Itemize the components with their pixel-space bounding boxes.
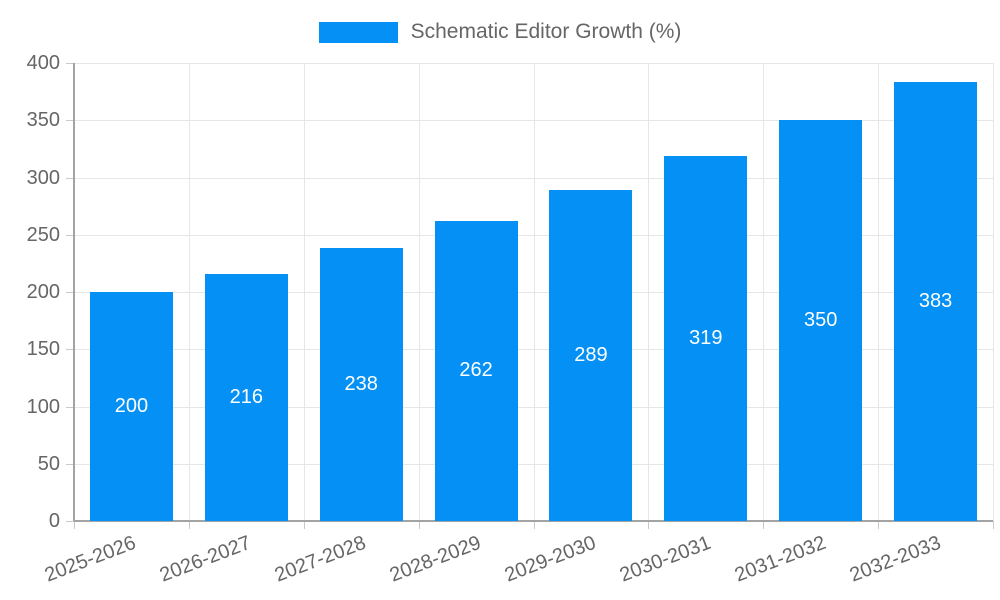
- gridline-vertical: [993, 63, 994, 521]
- y-axis-tick-label: 100: [26, 395, 60, 418]
- gridline-vertical: [648, 63, 650, 521]
- bar[interactable]: 238: [319, 248, 403, 521]
- x-axis-tick: [533, 521, 535, 529]
- y-axis-tick: [66, 177, 74, 179]
- y-axis-tick-label: 200: [26, 281, 60, 303]
- gridline-vertical: [533, 63, 535, 521]
- gridline-vertical: [418, 63, 420, 521]
- y-axis-tick: [66, 63, 74, 64]
- bar-value-label: 216: [229, 385, 263, 408]
- bar-value-label: 289: [574, 344, 608, 367]
- x-axis-line: [74, 520, 993, 522]
- bar[interactable]: 289: [549, 190, 633, 521]
- x-axis-tick: [303, 521, 305, 529]
- x-axis-tick: [418, 521, 420, 529]
- bar-value-label: 350: [804, 309, 838, 332]
- bar-value-label: 238: [344, 373, 378, 396]
- y-axis-tick-label: 400: [26, 52, 60, 74]
- y-axis-tick-label: 0: [48, 510, 60, 532]
- x-axis-tick: [763, 521, 765, 529]
- x-axis-tick: [878, 521, 880, 529]
- legend-label: Schematic Editor Growth (%): [410, 20, 682, 43]
- y-axis-tick: [66, 234, 74, 236]
- bar-value-label: 262: [459, 359, 493, 382]
- y-axis-tick: [66, 349, 74, 351]
- y-axis-tick: [66, 463, 74, 465]
- y-axis-tick-label: 250: [26, 223, 60, 246]
- bar-value-label: 200: [114, 395, 149, 417]
- gridline-vertical: [188, 63, 190, 521]
- bar-value-label: 319: [689, 326, 723, 349]
- x-axis-tick: [993, 521, 994, 529]
- bar[interactable]: 319: [664, 155, 748, 521]
- x-axis-tick: [648, 521, 650, 529]
- y-axis-tick: [66, 120, 74, 122]
- y-axis-tick-label: 50: [37, 452, 60, 475]
- bar[interactable]: 383: [894, 82, 978, 521]
- bar[interactable]: 216: [204, 273, 288, 521]
- legend-swatch-icon: [318, 21, 398, 43]
- y-axis-tick-label: 300: [26, 166, 60, 189]
- y-axis-tick: [66, 292, 74, 293]
- bar-value-label: 383: [918, 290, 953, 313]
- legend-item[interactable]: Schematic Editor Growth (%): [318, 20, 682, 44]
- bar[interactable]: 262: [434, 221, 518, 521]
- bar[interactable]: 200: [89, 292, 173, 521]
- gridline-vertical: [763, 63, 765, 521]
- x-axis-tick: [74, 521, 75, 529]
- y-axis-line: [73, 63, 75, 521]
- gridline-vertical: [878, 63, 880, 521]
- gridline-vertical: [303, 63, 305, 521]
- y-axis-tick: [66, 521, 74, 522]
- chart-legend: Schematic Editor Growth (%): [0, 20, 1000, 44]
- y-axis-tick-label: 150: [26, 338, 60, 361]
- x-axis-tick: [188, 521, 190, 529]
- y-axis-tick-label: 350: [26, 109, 60, 132]
- y-axis-tick: [66, 406, 74, 408]
- bar[interactable]: 350: [779, 120, 863, 521]
